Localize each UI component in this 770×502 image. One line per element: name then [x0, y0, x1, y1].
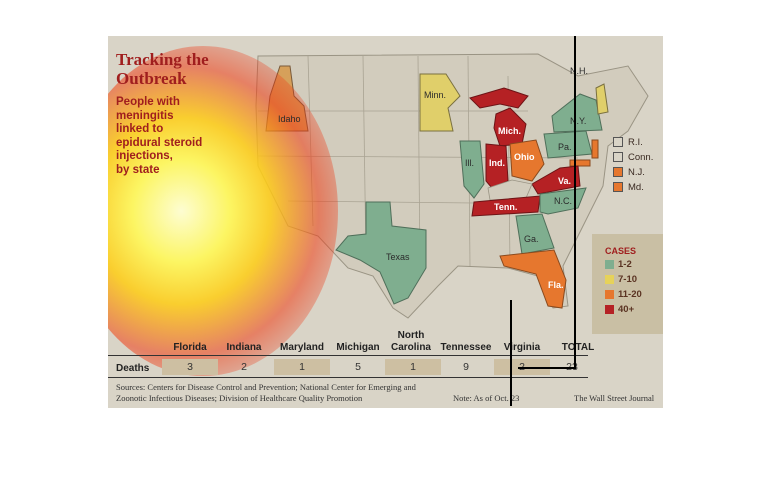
- label-tennessee: Tenn.: [494, 202, 518, 212]
- col-header-total: TOTAL: [561, 342, 595, 353]
- state-virginia: [531, 165, 581, 195]
- label-florida: Fla.: [548, 280, 564, 290]
- label-virginia: Va.: [558, 176, 572, 186]
- label-pennsylvania: Pa.: [558, 142, 572, 152]
- cell-north-carolina: 1: [385, 359, 441, 375]
- state-minnesota: [419, 73, 461, 132]
- cell-tennessee: 9: [463, 361, 469, 373]
- ne-swatch-conn: [613, 152, 623, 162]
- sources-note: Sources: Centers for Disease Control and…: [116, 382, 416, 403]
- annotation-line-vertical-right: [574, 36, 576, 368]
- col-header-north-carolina: North Carolina: [390, 330, 431, 353]
- col-header-virginia: Virginia: [503, 342, 541, 353]
- figure-subtitle: People with meningitis linked to epidura…: [116, 96, 203, 176]
- legend-swatch: [605, 304, 614, 314]
- col-header-florida: Florida: [173, 342, 207, 353]
- legend-item-11-20: 11-20: [605, 288, 642, 300]
- state-tennessee: [471, 195, 541, 217]
- state-ohio: [509, 139, 545, 182]
- ne-key-nj: N.J.: [613, 166, 645, 178]
- state-illinois: [459, 140, 485, 199]
- ne-swatch-nj: [613, 167, 623, 177]
- ne-key-md: Md.: [613, 181, 644, 193]
- state-maryland: [569, 159, 591, 167]
- label-new-york: N.Y.: [570, 116, 587, 126]
- state-new-hampshire: [595, 83, 609, 115]
- table-rule-top: [108, 355, 588, 356]
- label-illinois: Ill.: [465, 158, 474, 168]
- table-rule-bottom: [108, 377, 588, 378]
- label-ohio: Ohio: [514, 152, 535, 162]
- label-new-hampshire: N.H.: [570, 66, 588, 76]
- cell-michigan: 5: [355, 361, 361, 373]
- annotation-line-horizontal: [518, 367, 576, 369]
- cell-maryland: 1: [274, 359, 330, 375]
- state-kentucky: [487, 179, 533, 201]
- legend-item-1-2: 1-2: [605, 258, 632, 270]
- annotation-line-vertical-left: [510, 300, 512, 406]
- legend-title: CASES: [605, 246, 637, 256]
- row-label-deaths: Deaths: [116, 363, 150, 374]
- ne-swatch-ri: [613, 137, 623, 147]
- state-texas: [335, 201, 427, 305]
- cell-florida: 3: [162, 359, 218, 375]
- legend-item-40-plus: 40+: [605, 303, 634, 315]
- legend-swatch: [605, 259, 614, 269]
- state-florida: [499, 249, 567, 309]
- outbreak-figure: Tracking the Outbreak People with mening…: [108, 36, 663, 408]
- col-header-michigan: Michigan: [336, 342, 380, 353]
- col-header-indiana: Indiana: [226, 342, 262, 353]
- ne-key-conn: Conn.: [613, 151, 653, 163]
- legend-item-7-10: 7-10: [605, 273, 637, 285]
- col-header-tennessee: Tennessee: [440, 342, 492, 353]
- label-indiana: Ind.: [489, 158, 505, 168]
- label-michigan: Mich.: [498, 126, 522, 136]
- label-minnesota: Minn.: [424, 90, 447, 100]
- state-new-jersey: [591, 139, 599, 159]
- col-header-maryland: Maryland: [280, 342, 324, 353]
- date-note: Note: As of Oct. 23: [453, 393, 520, 403]
- ne-swatch-md: [613, 182, 623, 192]
- legend-panel: [592, 234, 663, 334]
- legend-swatch: [605, 274, 614, 284]
- legend-swatch: [605, 289, 614, 299]
- label-georgia: Ga.: [524, 234, 539, 244]
- figure-title: Tracking the Outbreak: [116, 50, 209, 88]
- label-texas: Texas: [386, 252, 410, 262]
- label-north-carolina: N.C.: [554, 196, 572, 206]
- ne-key-ri: R.I.: [613, 136, 643, 148]
- state-georgia: [515, 213, 555, 255]
- label-idaho: Idaho: [278, 114, 301, 124]
- cell-indiana: 2: [241, 361, 247, 373]
- credit-line: The Wall Street Journal: [574, 393, 655, 403]
